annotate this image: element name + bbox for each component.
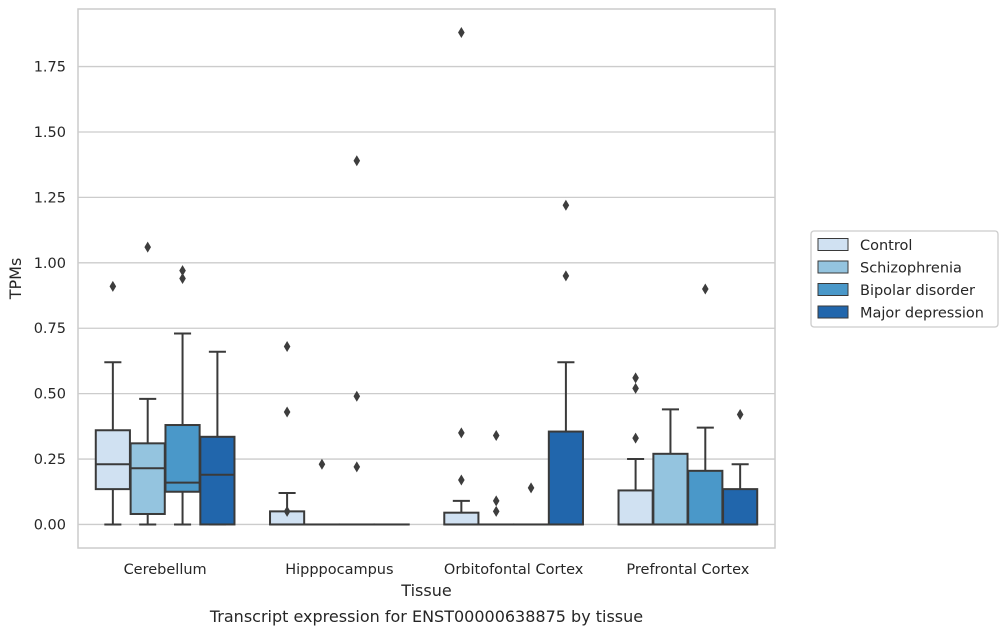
legend-item[interactable]: Major depression (817, 305, 984, 322)
box-2-1[interactable] (478, 429, 515, 526)
box-0-3[interactable] (199, 350, 236, 526)
outlier-point (492, 495, 500, 507)
outlier-point (527, 482, 535, 494)
outlier-point (562, 199, 570, 211)
legend-item[interactable]: Bipolar disorder (817, 283, 975, 299)
outlier-point (283, 505, 291, 517)
x-tick-label: Cerebellum (124, 562, 207, 578)
x-tick-label: Orbitofontal Cortex (444, 562, 584, 578)
box-3-2[interactable] (687, 283, 724, 526)
box-body (722, 488, 759, 526)
outlier-point (632, 382, 639, 394)
outlier-point (458, 27, 465, 39)
box-2-2[interactable] (512, 482, 550, 526)
legend-item[interactable]: Schizophrenia (817, 260, 962, 277)
outlier-point (492, 505, 500, 517)
legend-label: Major depression (860, 306, 984, 322)
legend-label: Control (860, 238, 912, 254)
box-body (652, 452, 689, 526)
box-body (547, 430, 584, 526)
y-tick-label: 0.25 (34, 452, 66, 468)
box-0-1[interactable] (129, 241, 166, 526)
box-1-2[interactable] (338, 155, 375, 526)
plot-area (77, 8, 776, 549)
y-axis-label: TPMs (6, 258, 25, 301)
y-tick-label: 0.00 (34, 517, 66, 533)
y-tick-label: 1.25 (34, 190, 66, 206)
outlier-point (283, 341, 291, 353)
figure-caption: Transcript expression for ENST0000063887… (209, 607, 643, 626)
y-tick-label: 0.75 (34, 321, 66, 337)
legend[interactable]: Control Schizophrenia Bipolar disorder Majo… (810, 230, 999, 328)
y-tick-label: 1.75 (34, 60, 66, 76)
legend-label: Schizophrenia (860, 261, 962, 277)
outlier-point (458, 474, 465, 486)
y-tick-labels: 0.00 0.25 0.50 0.75 1.00 1.25 1.50 1.75 (34, 60, 66, 534)
legend-label: Bipolar disorder (860, 283, 975, 299)
outlier-point (353, 155, 361, 167)
box-body (617, 489, 654, 526)
outlier-point (736, 409, 744, 421)
legend-swatch (817, 260, 849, 274)
legend-swatch (817, 305, 849, 319)
outlier-point (283, 406, 291, 418)
y-tick-label: 0.50 (34, 387, 66, 403)
x-tick-labels: Cerebellum Hipppocampus Orbitofontal Corte… (124, 562, 750, 578)
legend-swatch (817, 238, 849, 251)
outlier-point (632, 432, 639, 444)
outlier-point (179, 273, 186, 284)
x-tick-label: Prefrontal Cortex (626, 562, 749, 578)
box-body (94, 429, 131, 491)
box-3-1[interactable] (652, 408, 689, 526)
outlier-point (353, 461, 361, 473)
box-body (164, 424, 201, 493)
box-0-0[interactable] (94, 280, 131, 526)
x-axis-label: Tissue (400, 581, 451, 600)
box-3-3[interactable] (722, 409, 759, 526)
legend-item[interactable]: Control (817, 238, 912, 254)
box-2-3[interactable] (547, 199, 584, 526)
box-body (687, 469, 724, 526)
outlier-point (702, 283, 709, 295)
y-tick-label: 1.50 (34, 125, 66, 141)
legend-swatch (817, 283, 849, 296)
box-2-0[interactable] (443, 27, 480, 526)
outlier-point (179, 265, 186, 277)
outlier-point (562, 270, 570, 282)
boxes (94, 27, 759, 526)
outlier-point (144, 241, 151, 253)
outlier-point (109, 280, 117, 292)
outlier-point (492, 429, 500, 441)
outlier-point (318, 458, 326, 470)
box-body (129, 442, 166, 515)
x-tick-label: Hipppocampus (285, 562, 393, 578)
y-tick-label: 1.00 (34, 256, 66, 272)
box-body (443, 511, 480, 526)
outlier-point (458, 427, 465, 439)
outlier-point (632, 372, 639, 384)
outlier-point (353, 390, 361, 402)
box-1-0[interactable] (269, 341, 306, 526)
box-3-0[interactable] (617, 372, 654, 526)
box-body (199, 435, 236, 526)
legend-box (810, 230, 999, 328)
box-1-1[interactable] (303, 458, 341, 526)
box-0-2[interactable] (164, 265, 201, 526)
